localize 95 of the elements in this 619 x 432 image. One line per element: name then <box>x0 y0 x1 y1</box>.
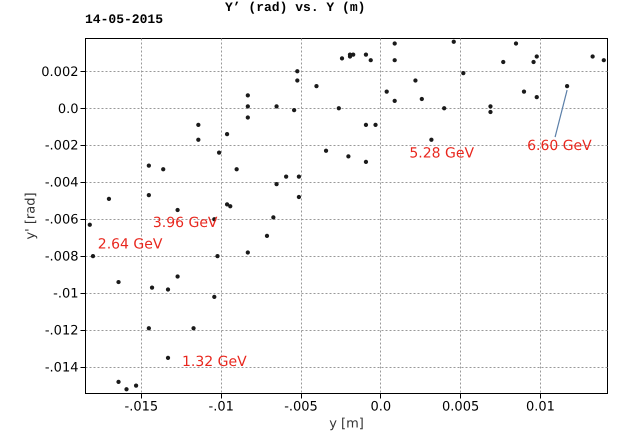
point <box>534 95 539 100</box>
series-label: 2.64 GeV <box>98 236 163 253</box>
text: 6.60 GeV <box>527 138 592 154</box>
chart-title: Y’ (rad) vs. Y (m) <box>225 0 366 15</box>
point <box>224 202 230 207</box>
point <box>191 326 196 330</box>
point <box>134 383 138 388</box>
point <box>514 41 518 46</box>
point <box>264 234 270 238</box>
point <box>314 84 319 88</box>
point <box>175 274 180 279</box>
point <box>166 356 170 360</box>
x-tick-label: -.01 <box>208 400 234 414</box>
point <box>564 84 570 88</box>
point <box>246 250 250 255</box>
y-tick-label: -.006 <box>44 212 78 228</box>
x-tick-label: -.005 <box>284 400 318 414</box>
y-tick-label: -.01 <box>53 286 78 302</box>
point <box>429 138 434 142</box>
point <box>166 287 170 292</box>
point <box>368 58 373 62</box>
x-tick-label: 0.0 <box>370 400 392 414</box>
point <box>196 138 200 142</box>
y-tick-label: 0.002 <box>41 64 78 80</box>
y-tick-label: -.002 <box>44 138 78 154</box>
point <box>284 174 288 179</box>
y-tick-label: -.004 <box>44 176 78 191</box>
point <box>531 60 536 64</box>
point <box>215 254 220 258</box>
point <box>246 93 250 98</box>
point <box>373 122 378 128</box>
point <box>212 294 216 299</box>
point <box>161 167 166 172</box>
point <box>146 326 151 330</box>
point <box>346 154 351 158</box>
point <box>146 163 151 168</box>
point <box>146 193 151 198</box>
point <box>340 56 344 60</box>
point <box>106 196 112 201</box>
point <box>534 54 539 59</box>
point <box>295 69 300 74</box>
point <box>501 60 506 64</box>
point <box>271 215 276 220</box>
point <box>413 78 418 83</box>
point <box>246 115 250 120</box>
chart-subtitle: 14-05-2015 <box>85 12 164 27</box>
point <box>384 90 389 94</box>
point <box>116 380 121 384</box>
point <box>274 104 279 109</box>
point <box>246 104 250 109</box>
y-tick-label: 0.0 <box>58 102 78 117</box>
point <box>324 148 328 153</box>
point <box>336 106 341 110</box>
point <box>420 96 424 102</box>
x-axis-title: y [m] <box>329 416 364 432</box>
point <box>88 222 92 227</box>
point <box>452 40 456 44</box>
point <box>488 110 493 114</box>
point <box>124 387 129 392</box>
point <box>442 106 446 110</box>
point <box>488 104 493 109</box>
point <box>364 52 368 57</box>
point <box>295 78 300 83</box>
x-tick-label: 0.01 <box>526 400 555 414</box>
point <box>224 132 230 136</box>
point <box>292 108 296 112</box>
point <box>392 41 397 46</box>
point <box>296 174 302 179</box>
point <box>175 208 180 212</box>
y-tick-label: -.008 <box>44 250 78 265</box>
y-axis-title: y' [rad] <box>23 192 38 240</box>
point <box>296 194 302 200</box>
point <box>364 122 368 128</box>
point <box>461 71 466 76</box>
series-label: 1.32 GeV <box>182 354 248 370</box>
point <box>522 90 526 94</box>
y-tick-label: -.012 <box>44 324 78 339</box>
x-tick-label: -.015 <box>124 400 158 414</box>
point <box>364 160 368 164</box>
point <box>228 204 232 208</box>
point <box>392 58 397 62</box>
y-tick-label: -.014 <box>44 360 78 376</box>
point <box>602 58 606 62</box>
series-label: 3.96 GeV <box>152 215 218 232</box>
point <box>196 122 200 128</box>
point <box>392 98 397 103</box>
point <box>274 182 279 186</box>
point <box>116 280 121 284</box>
point <box>590 54 595 59</box>
point <box>90 254 96 258</box>
point <box>216 150 222 155</box>
point <box>234 167 239 172</box>
series-label: 5.28 GeV <box>409 146 474 162</box>
x-tick-label: 0.005 <box>442 400 480 414</box>
point <box>150 285 154 290</box>
